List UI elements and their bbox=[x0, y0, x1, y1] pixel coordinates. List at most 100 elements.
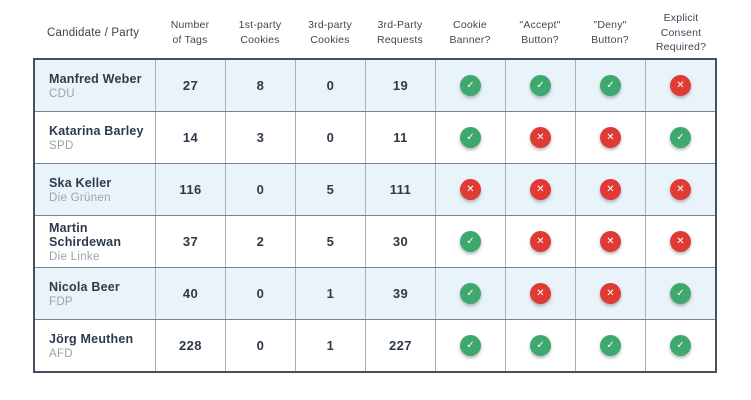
table-row: Manfred Weber CDU 27 8 0 19 ✓ ✓ ✓ ✕ bbox=[35, 60, 715, 111]
accept-button-cell: ✓ bbox=[505, 60, 575, 111]
column-header-label: "Deny" bbox=[593, 19, 627, 32]
third-party-cookies-count: 5 bbox=[326, 182, 335, 197]
table-row: Katarina Barley SPD 14 3 0 11 ✓ ✕ ✕ ✓ bbox=[35, 111, 715, 163]
first-party-cookies-count: 3 bbox=[256, 130, 265, 145]
third-party-requests-cell: 19 bbox=[365, 60, 435, 111]
deny-button-cell: ✕ bbox=[575, 112, 645, 163]
candidate-cell: Nicola Beer FDP bbox=[35, 268, 155, 319]
candidate-name: Ska Keller bbox=[49, 175, 112, 190]
first-party-cookies-count: 0 bbox=[256, 182, 265, 197]
tags-cell: 27 bbox=[155, 60, 225, 111]
third-party-cookies-count: 0 bbox=[326, 78, 335, 93]
column-header-label: 1st-party bbox=[238, 19, 282, 32]
column-header-label: Candidate / Party bbox=[47, 26, 140, 39]
third-party-requests-count: 30 bbox=[392, 234, 409, 249]
third-party-requests-count: 19 bbox=[392, 78, 409, 93]
third-party-requests-count: 111 bbox=[389, 182, 412, 197]
check-icon: ✓ bbox=[460, 283, 481, 304]
third-party-cookies-cell: 1 bbox=[295, 320, 365, 371]
candidate-cell: Katarina Barley SPD bbox=[35, 112, 155, 163]
deny-button-cell: ✕ bbox=[575, 164, 645, 215]
accept-button-cell: ✕ bbox=[505, 268, 575, 319]
third-party-requests-count: 39 bbox=[392, 286, 409, 301]
accept-button-cell: ✕ bbox=[505, 216, 575, 267]
third-party-requests-count: 11 bbox=[393, 130, 408, 145]
check-icon: ✓ bbox=[670, 283, 691, 304]
first-party-cookies-count: 8 bbox=[256, 78, 265, 93]
explicit-consent-cell: ✕ bbox=[645, 164, 715, 215]
cross-icon: ✕ bbox=[530, 283, 551, 304]
tags-count: 228 bbox=[179, 338, 202, 353]
cross-icon: ✕ bbox=[600, 231, 621, 252]
consent-table: Candidate / Party Number of Tags 1st-part… bbox=[33, 8, 717, 373]
cross-icon: ✕ bbox=[530, 231, 551, 252]
candidate-party: FDP bbox=[49, 295, 73, 308]
column-header-sublabel: Cookies bbox=[240, 34, 280, 46]
check-icon: ✓ bbox=[460, 75, 481, 96]
column-header-first-party-cookies: 1st-party Cookies bbox=[225, 18, 295, 47]
column-header-label: Cookie bbox=[453, 19, 487, 32]
table-row: Ska Keller Die Grünen 116 0 5 111 ✕ ✕ ✕ … bbox=[35, 163, 715, 215]
check-icon: ✓ bbox=[460, 335, 481, 356]
column-header-label: 3rd-Party bbox=[377, 19, 423, 32]
column-header-sublabel: Button? bbox=[591, 34, 629, 46]
check-icon: ✓ bbox=[600, 335, 621, 356]
tags-count: 27 bbox=[182, 78, 199, 93]
explicit-consent-cell: ✕ bbox=[645, 60, 715, 111]
tags-cell: 228 bbox=[155, 320, 225, 371]
first-party-cookies-cell: 0 bbox=[225, 268, 295, 319]
third-party-cookies-count: 1 bbox=[326, 338, 335, 353]
first-party-cookies-count: 2 bbox=[256, 234, 265, 249]
candidate-party: CDU bbox=[49, 87, 75, 100]
cross-icon: ✕ bbox=[530, 179, 551, 200]
candidate-name: Manfred Weber bbox=[49, 71, 142, 86]
check-icon: ✓ bbox=[530, 335, 551, 356]
column-header-cookie-banner: Cookie Banner? bbox=[435, 18, 505, 47]
explicit-consent-cell: ✓ bbox=[645, 268, 715, 319]
first-party-cookies-cell: 8 bbox=[225, 60, 295, 111]
cross-icon: ✕ bbox=[600, 127, 621, 148]
tags-cell: 40 bbox=[155, 268, 225, 319]
third-party-cookies-cell: 5 bbox=[295, 164, 365, 215]
table-row: Jörg Meuthen AFD 228 0 1 227 ✓ ✓ ✓ ✓ bbox=[35, 319, 715, 371]
column-header-accept-button: "Accept" Button? bbox=[505, 18, 575, 47]
explicit-consent-cell: ✕ bbox=[645, 216, 715, 267]
candidate-party: AFD bbox=[49, 347, 73, 360]
table-row: Martin Schirdewan Die Linke 37 2 5 30 ✓ … bbox=[35, 215, 715, 267]
candidate-name: Katarina Barley bbox=[49, 123, 144, 138]
table-header-row: Candidate / Party Number of Tags 1st-part… bbox=[33, 8, 717, 58]
candidate-party: Die Linke bbox=[49, 250, 100, 263]
column-header-sublabel: Button? bbox=[521, 34, 559, 46]
column-header-third-party-requests: 3rd-Party Requests bbox=[365, 18, 435, 47]
third-party-requests-cell: 111 bbox=[365, 164, 435, 215]
third-party-cookies-count: 0 bbox=[326, 130, 335, 145]
first-party-cookies-count: 0 bbox=[256, 338, 265, 353]
check-icon: ✓ bbox=[530, 75, 551, 96]
cookie-banner-cell: ✓ bbox=[435, 268, 505, 319]
column-header-tags: Number of Tags bbox=[155, 18, 225, 47]
third-party-requests-count: 227 bbox=[389, 338, 412, 353]
table-row: Nicola Beer FDP 40 0 1 39 ✓ ✕ ✕ ✓ bbox=[35, 267, 715, 319]
cookie-banner-cell: ✓ bbox=[435, 60, 505, 111]
tags-cell: 14 bbox=[155, 112, 225, 163]
candidate-cell: Ska Keller Die Grünen bbox=[35, 164, 155, 215]
candidate-name: Jörg Meuthen bbox=[49, 331, 134, 346]
column-header-sublabel: Cookies bbox=[310, 34, 350, 46]
column-header-explicit-consent: Explicit Consent Required? bbox=[645, 11, 717, 55]
column-header-label: Explicit Consent bbox=[660, 11, 702, 39]
cross-icon: ✕ bbox=[600, 179, 621, 200]
explicit-consent-cell: ✓ bbox=[645, 112, 715, 163]
candidate-name: Martin Schirdewan bbox=[49, 220, 122, 249]
candidate-cell: Martin Schirdewan Die Linke bbox=[35, 216, 155, 267]
deny-button-cell: ✕ bbox=[575, 268, 645, 319]
cross-icon: ✕ bbox=[460, 179, 481, 200]
column-header-label: Number bbox=[170, 19, 210, 32]
table-body: Manfred Weber CDU 27 8 0 19 ✓ ✓ ✓ ✕ Kata… bbox=[33, 58, 717, 373]
tags-count: 14 bbox=[182, 130, 199, 145]
cross-icon: ✕ bbox=[670, 231, 691, 252]
column-header-sublabel: Required? bbox=[655, 41, 707, 54]
cross-icon: ✕ bbox=[670, 179, 691, 200]
check-icon: ✓ bbox=[670, 335, 691, 356]
check-icon: ✓ bbox=[460, 231, 481, 252]
